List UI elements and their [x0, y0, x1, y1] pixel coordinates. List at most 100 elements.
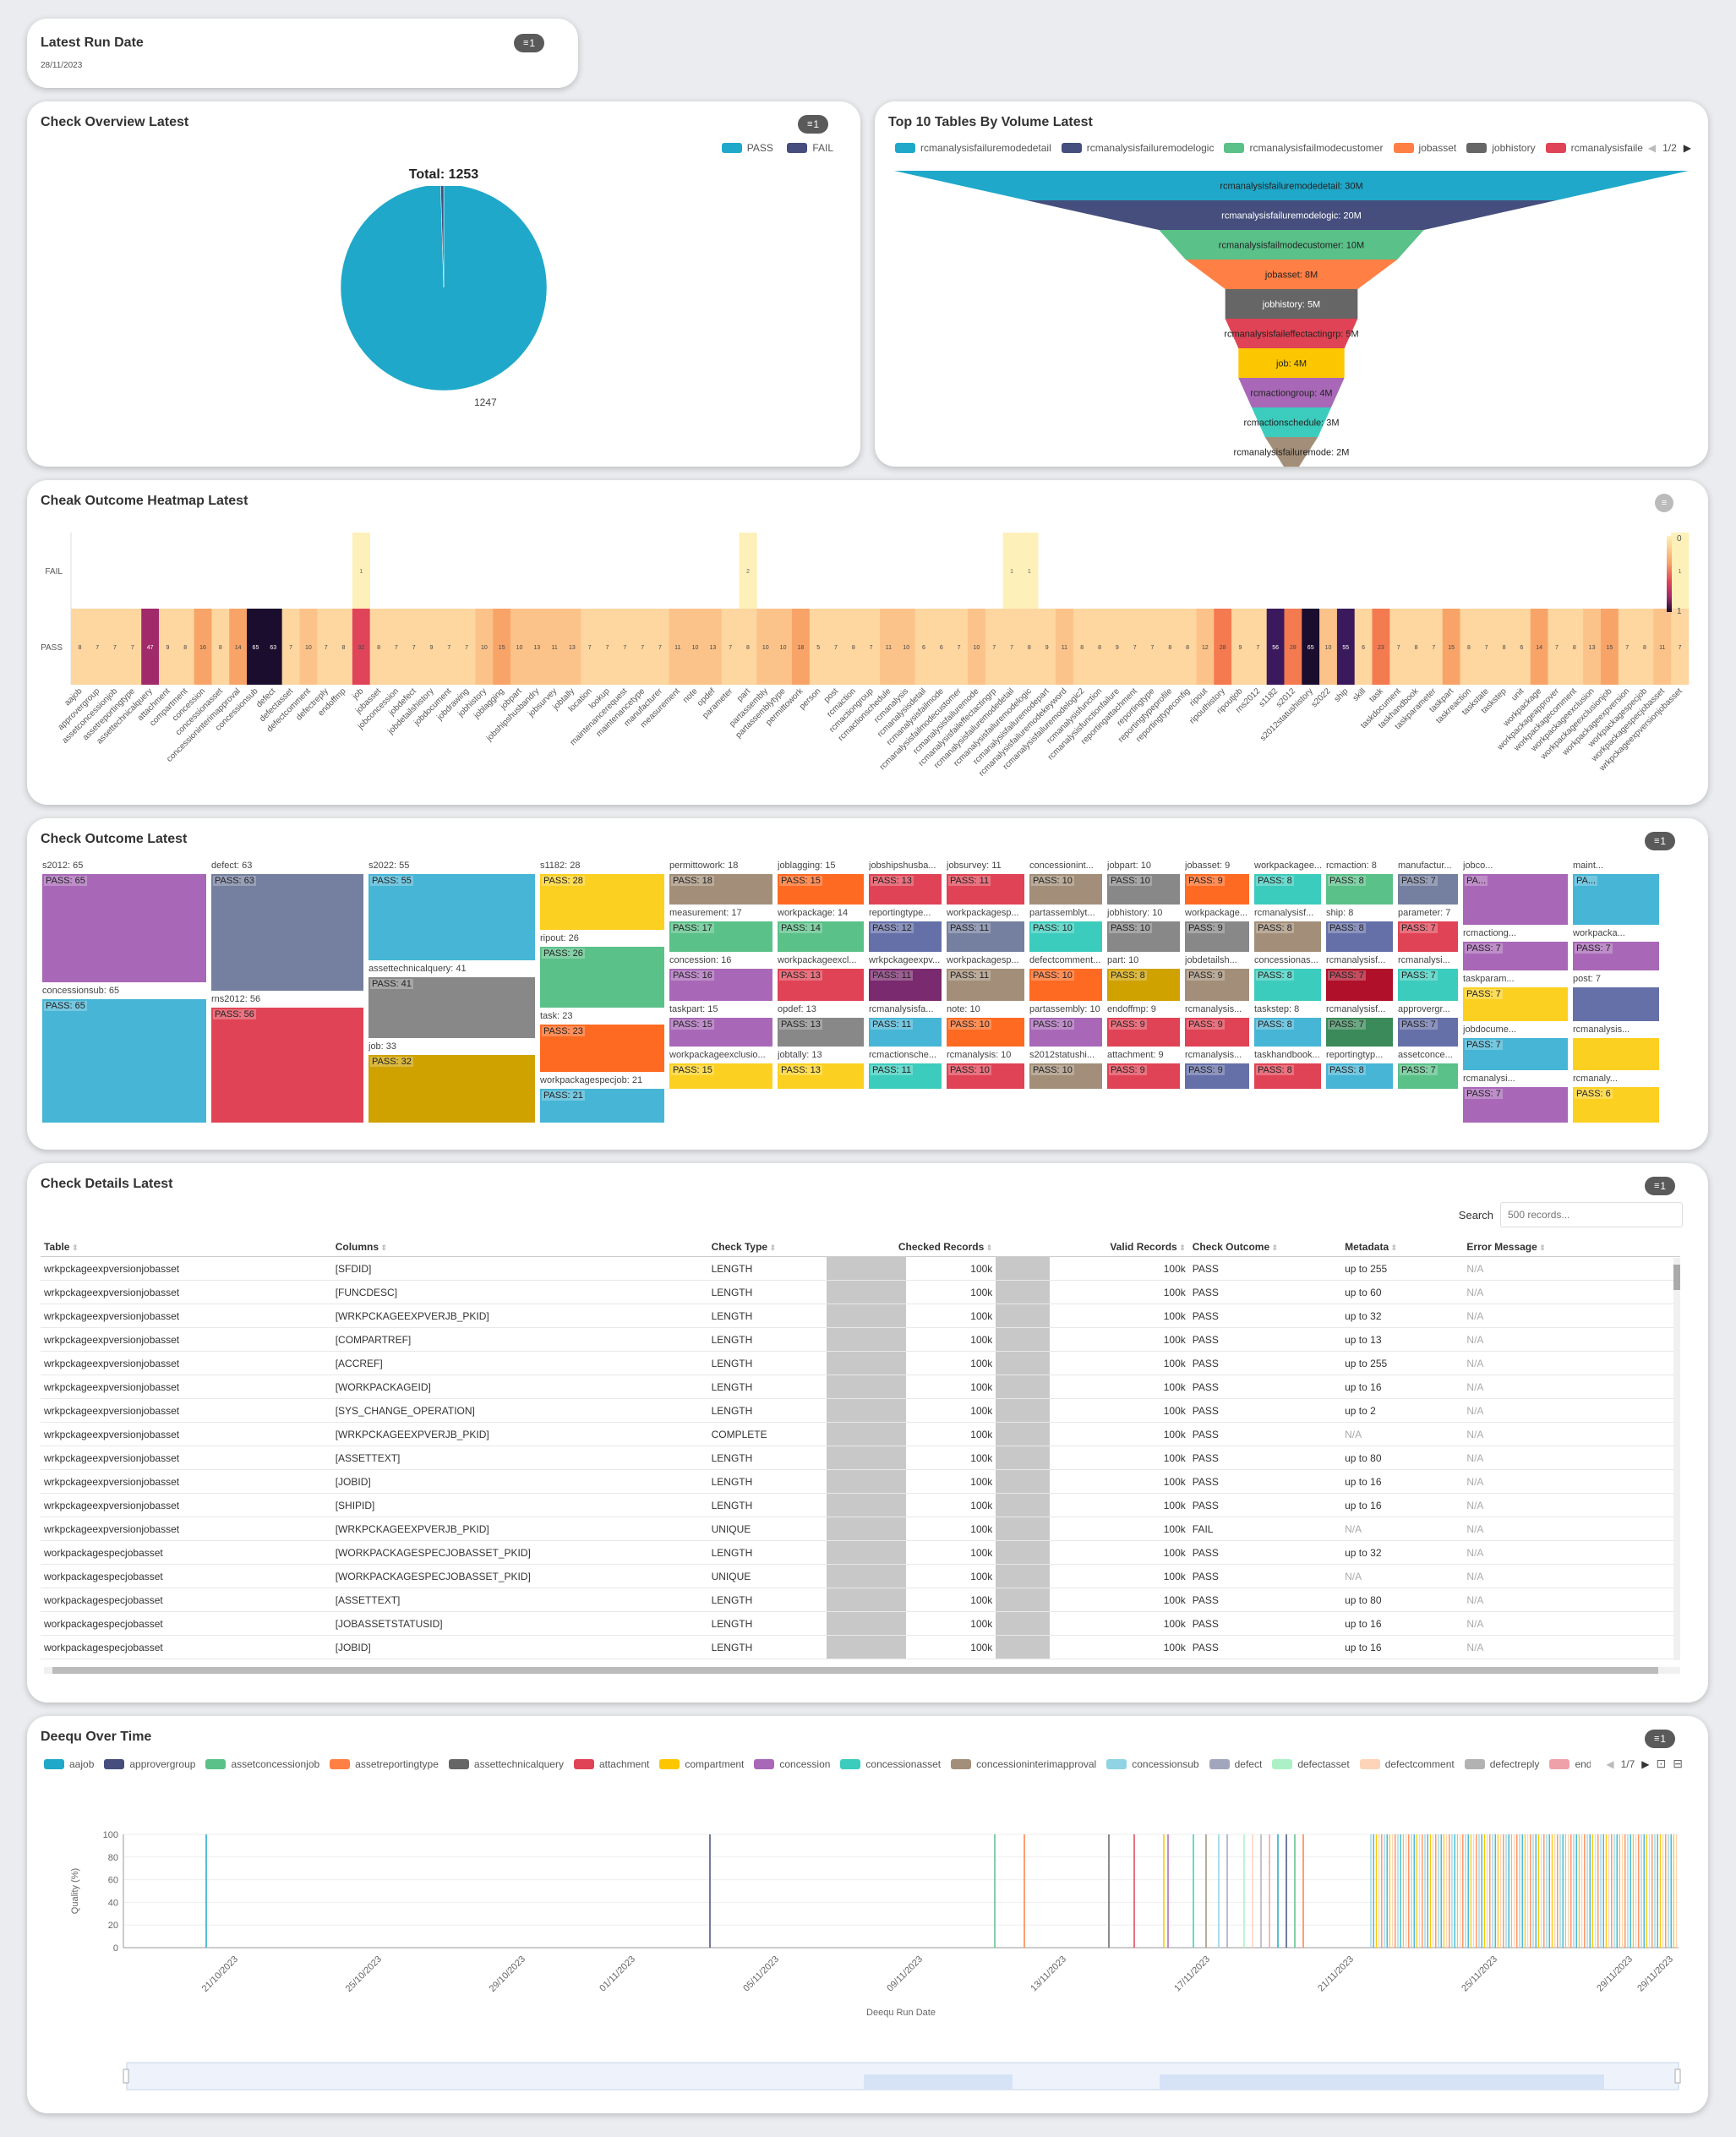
treemap-cell[interactable] [1573, 987, 1659, 1021]
heatmap-cell[interactable] [88, 609, 106, 685]
sort-icon[interactable]: ⇕ [69, 1243, 79, 1252]
treemap-cell[interactable]: PASS: 8 [1326, 921, 1393, 952]
funnel-legend-item[interactable]: rcmanalysisfailuremodelogic [1061, 142, 1214, 154]
treemap-cell[interactable]: PASS: 9 [1107, 1063, 1180, 1089]
funnel-legend-item[interactable]: jobasset [1393, 142, 1456, 154]
heatmap-cell[interactable] [581, 609, 599, 685]
treemap-cell[interactable]: PASS: 63 [211, 874, 363, 991]
deequ-legend-item[interactable]: defect [1209, 1758, 1262, 1770]
heatmap-cell[interactable] [932, 609, 951, 685]
funnel-segment[interactable] [1238, 378, 1345, 407]
treemap-cell[interactable]: PASS: 13 [778, 1018, 864, 1047]
funnel-segment[interactable] [1026, 200, 1557, 230]
pie-slice-fail[interactable] [440, 186, 445, 288]
column-header[interactable]: Table ⇕ [41, 1238, 332, 1257]
heatmap-cell[interactable] [1302, 609, 1320, 685]
heatmap-cell[interactable] [598, 609, 617, 685]
treemap-cell[interactable]: PASS: 10 [947, 1063, 1024, 1089]
sort-icon[interactable]: ⇕ [1389, 1243, 1398, 1252]
pie-slice-pass[interactable] [340, 186, 548, 391]
treemap-cell[interactable]: PASS: 15 [669, 1063, 772, 1089]
search-input[interactable] [1500, 1202, 1683, 1227]
treemap-cell[interactable]: PASS: 21 [540, 1089, 664, 1123]
heatmap-cell[interactable] [827, 609, 845, 685]
heatmap-cell[interactable] [756, 609, 775, 685]
table-row[interactable]: wrkpckageexpversionjobasset [WRKPCKAGEEXP… [41, 1304, 1680, 1328]
treemap-cell[interactable]: PASS: 13 [778, 969, 864, 1001]
heatmap-cell[interactable] [281, 609, 300, 685]
heatmap-cell[interactable] [844, 609, 863, 685]
treemap-cell[interactable]: PASS: 10 [1107, 921, 1180, 952]
treemap-cell[interactable]: PASS: 10 [1029, 1018, 1102, 1047]
funnel-legend-item[interactable]: jobhistory [1466, 142, 1536, 154]
funnel-segment[interactable] [1159, 230, 1424, 260]
treemap-cell[interactable]: PASS: 10 [947, 1018, 1024, 1047]
heatmap-cell[interactable] [985, 609, 1003, 685]
treemap-cell[interactable]: PASS: 7 [1398, 1063, 1458, 1089]
heatmap-cell[interactable] [1214, 609, 1232, 685]
funnel-segment[interactable] [1225, 289, 1358, 319]
funnel-legend-item[interactable]: rcmanalysisfaile [1545, 142, 1643, 154]
sort-icon[interactable]: ⇕ [1176, 1243, 1186, 1252]
treemap-cell[interactable]: PASS: 14 [778, 921, 864, 952]
treemap-cell[interactable]: PASS: 15 [778, 874, 864, 905]
funnel-segment[interactable] [1185, 260, 1398, 289]
heatmap-cell[interactable] [1108, 609, 1127, 685]
treemap-cell[interactable]: PASS: 8 [1254, 969, 1321, 1001]
heatmap-cell[interactable] [1160, 609, 1179, 685]
zoom-handle-right[interactable] [1674, 2069, 1681, 2084]
column-header[interactable]: Check Type ⇕ [707, 1238, 827, 1257]
treemap-cell[interactable]: PASS: 15 [669, 1018, 772, 1047]
deequ-legend-item[interactable]: approvergroup [104, 1758, 195, 1770]
reset-zoom-icon[interactable]: ⊟ [1673, 1757, 1683, 1770]
treemap-cell[interactable]: PASS: 23 [540, 1025, 664, 1072]
treemap-cell[interactable]: PASS: 8 [1254, 1063, 1321, 1089]
heatmap-cell[interactable] [1090, 609, 1109, 685]
heatmap-cell[interactable] [1600, 609, 1619, 685]
heatmap-cell[interactable] [1196, 609, 1215, 685]
heatmap-cell[interactable] [950, 609, 969, 685]
heatmap-cell[interactable] [335, 609, 353, 685]
heatmap-cell[interactable] [1407, 609, 1426, 685]
table-row[interactable]: wrkpckageexpversionjobasset [WRKPCKAGEEXP… [41, 1422, 1680, 1446]
treemap-cell[interactable]: PASS: 32 [368, 1055, 535, 1123]
treemap-cell[interactable]: PASS: 16 [669, 969, 772, 1001]
treemap-cell[interactable]: PASS: 17 [669, 921, 772, 952]
treemap-cell[interactable]: PASS: 6 [1573, 1087, 1659, 1123]
heatmap-cell[interactable] [1056, 609, 1074, 685]
heatmap-cell[interactable] [1372, 609, 1390, 685]
deequ-legend-item[interactable]: compartment [659, 1758, 744, 1770]
heatmap-cell[interactable] [1126, 609, 1144, 685]
treemap-cell[interactable]: PASS: 7 [1326, 1018, 1393, 1047]
treemap-cell[interactable]: PASS: 11 [947, 969, 1024, 1001]
deequ-legend-item[interactable]: assetreportingtype [330, 1758, 439, 1770]
heatmap-filter-icon[interactable]: ≡ [1655, 494, 1673, 512]
treemap-cell[interactable]: PASS: 10 [1029, 921, 1102, 952]
funnel-segment[interactable] [1252, 407, 1331, 437]
heatmap-cell[interactable] [299, 609, 318, 685]
table-row[interactable]: wrkpckageexpversionjobasset [FUNCDESC] LEN… [41, 1280, 1680, 1304]
heatmap-cell[interactable] [633, 609, 652, 685]
treemap-cell[interactable]: PASS: 7 [1398, 874, 1458, 905]
column-header[interactable]: Valid Records ⇕ [996, 1238, 1189, 1257]
heatmap-cell[interactable] [914, 609, 933, 685]
treemap-cell[interactable]: PASS: 9 [1185, 874, 1249, 905]
sort-icon[interactable]: ⇕ [379, 1243, 388, 1252]
heatmap-cell[interactable] [968, 609, 986, 685]
treemap-cell[interactable]: PASS: 18 [669, 874, 772, 905]
table-row[interactable]: wrkpckageexpversionjobasset [SHIPID] LENGT… [41, 1493, 1680, 1517]
treemap-cell[interactable]: PASS: 7 [1398, 969, 1458, 1001]
treemap-cell[interactable]: PASS: 12 [869, 921, 942, 952]
treemap-cell[interactable]: PASS: 7 [1463, 987, 1568, 1021]
deequ-legend-item[interactable]: concessionsub [1106, 1758, 1199, 1770]
deequ-legend-item[interactable]: aajob [44, 1758, 94, 1770]
heatmap-cell[interactable] [703, 609, 723, 685]
heatmap-cell[interactable] [791, 609, 811, 685]
treemap-cell[interactable] [1573, 1038, 1659, 1070]
deequ-legend-item[interactable]: defectcomment [1359, 1758, 1455, 1770]
heatmap-cell[interactable] [247, 609, 265, 685]
funnel-segment[interactable] [894, 171, 1689, 200]
heatmap-cell[interactable] [1618, 609, 1636, 685]
heatmap-cell[interactable] [1653, 609, 1672, 685]
treemap-cell[interactable]: PA... [1463, 874, 1568, 925]
